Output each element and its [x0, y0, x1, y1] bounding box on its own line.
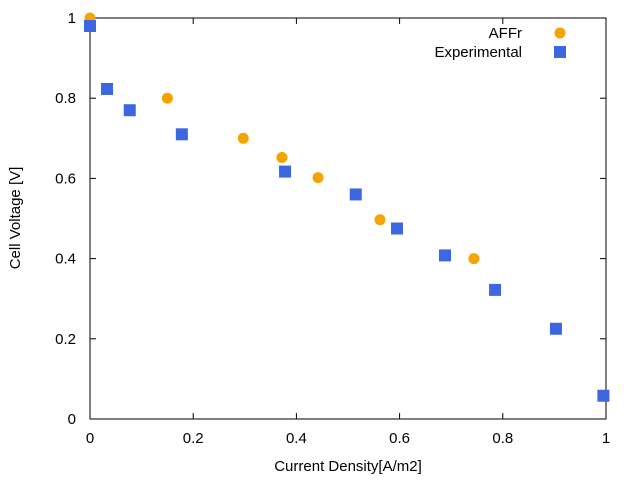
y-tick-label: 0.2 — [55, 331, 76, 348]
y-tick-label: 0.6 — [55, 170, 76, 187]
y-axis-ticks: 0 0.2 0.4 0.6 0.8 1 — [55, 10, 606, 428]
experimental-point — [391, 222, 404, 235]
series-affr — [84, 12, 480, 265]
experimental-point — [439, 249, 452, 262]
x-tick-label: 0.4 — [286, 430, 307, 447]
experimental-point — [123, 104, 136, 117]
experimental-point — [84, 20, 96, 33]
y-tick-label: 1 — [68, 10, 76, 27]
legend-marker-experimental — [554, 46, 566, 58]
affr-point — [161, 92, 173, 104]
series-experimental — [84, 20, 610, 402]
legend: AFFr Experimental — [434, 25, 566, 61]
x-tick-label: 0 — [86, 430, 94, 447]
experimental-point — [549, 322, 562, 335]
x-tick-label: 0.8 — [492, 430, 513, 447]
affr-point — [276, 152, 288, 164]
x-tick-label: 0.6 — [389, 430, 410, 447]
y-tick-label: 0 — [68, 411, 76, 428]
data-points — [84, 12, 610, 402]
legend-marker-affr — [554, 27, 566, 39]
experimental-point — [279, 165, 292, 178]
experimental-point — [349, 188, 362, 201]
legend-label-experimental: Experimental — [434, 44, 522, 61]
y-tick-label: 0.8 — [55, 90, 76, 107]
x-tick-label: 0.2 — [183, 430, 204, 447]
x-tick-label: 1 — [602, 430, 610, 447]
affr-point — [468, 253, 480, 265]
y-axis-title: Cell Voltage [V] — [7, 167, 24, 270]
affr-point — [312, 172, 324, 184]
affr-point — [237, 132, 249, 144]
affr-point — [374, 214, 386, 226]
experimental-point — [101, 82, 114, 95]
experimental-point — [597, 389, 610, 402]
plot-frame — [89, 17, 607, 420]
x-axis-ticks: 0 0.2 0.4 0.6 0.8 1 — [86, 18, 610, 447]
legend-label-affr: AFFr — [489, 25, 522, 42]
y-tick-label: 0.4 — [55, 251, 76, 268]
x-axis-title: Current Density[A/m2] — [274, 458, 422, 475]
experimental-point — [175, 128, 188, 141]
experimental-point — [489, 283, 502, 296]
